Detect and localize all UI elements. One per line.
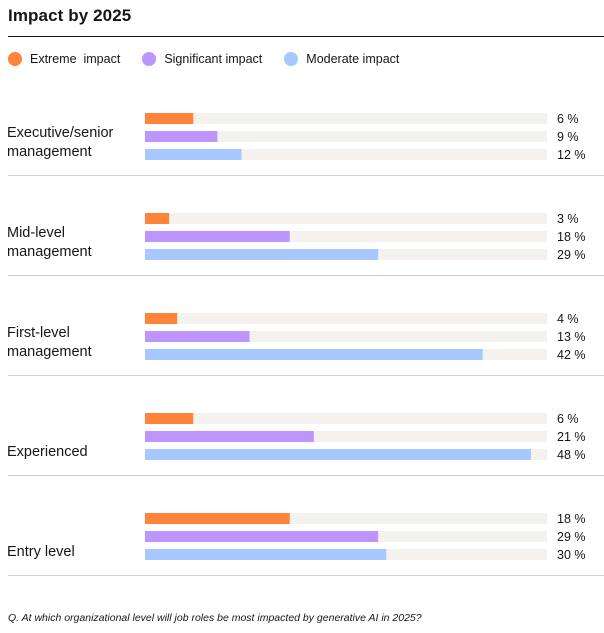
title-divider [8, 36, 604, 37]
chart-title: Impact by 2025 [8, 6, 132, 25]
value-label: 18 % [557, 512, 586, 526]
bar [145, 131, 218, 142]
legend-item-extreme: Extreme impact [8, 52, 120, 66]
bar [145, 313, 178, 324]
legend: Extreme impact Significant impact Modera… [8, 50, 421, 68]
footnote: Q. At which organizational level will jo… [8, 612, 422, 624]
legend-swatch-moderate [284, 52, 299, 66]
bar [145, 513, 290, 524]
group-divider [8, 575, 604, 576]
legend-label-significant: Significant impact [164, 52, 263, 66]
bar-track [145, 331, 547, 342]
bar-track [145, 431, 547, 442]
value-label: 4 % [557, 312, 579, 326]
bar [145, 531, 379, 542]
category-label: management [7, 144, 92, 160]
value-label: 42 % [557, 348, 586, 362]
bar [145, 149, 242, 160]
value-label: 6 % [557, 112, 579, 126]
value-label: 9 % [557, 130, 579, 144]
group-divider [8, 175, 604, 176]
bar [145, 449, 531, 460]
bar-track [145, 413, 547, 424]
legend-label-moderate: Moderate impact [306, 52, 400, 66]
value-label: 48 % [557, 448, 586, 462]
bar [145, 249, 379, 260]
category-label: management [7, 344, 92, 360]
category-label: Executive/senior [7, 125, 114, 141]
value-label: 12 % [557, 148, 586, 162]
bar [145, 331, 250, 342]
bar-track [145, 113, 547, 124]
group-divider [8, 375, 604, 376]
category-label: Mid-level [7, 225, 65, 241]
bar-track [145, 131, 547, 142]
value-label: 18 % [557, 230, 586, 244]
bar-track [145, 213, 547, 224]
group-divider [8, 275, 604, 276]
value-label: 29 % [557, 530, 586, 544]
bar-track [145, 149, 547, 160]
legend-item-moderate: Moderate impact [284, 52, 399, 66]
value-label: 29 % [557, 248, 586, 262]
legend-label-extreme: Extreme impact [30, 52, 121, 66]
bar [145, 231, 290, 242]
legend-swatch-significant [142, 52, 157, 66]
group-divider [8, 475, 604, 476]
bar [145, 213, 170, 224]
category-label: Experienced [7, 444, 88, 460]
legend-swatch-extreme [8, 52, 22, 66]
bar [145, 349, 483, 360]
category-label: First-level [7, 325, 70, 341]
value-label: 13 % [557, 330, 586, 344]
value-label: 21 % [557, 430, 586, 444]
bar-chart: Executive/senior management 6 % 9 % 12 % Mid-… [7, 112, 604, 576]
bar [145, 431, 314, 442]
bar-track [145, 231, 547, 242]
legend-item-significant: Significant impact [142, 52, 262, 66]
value-label: 30 % [557, 548, 586, 562]
bar [145, 413, 194, 424]
value-label: 3 % [557, 212, 579, 226]
bar-track [145, 513, 547, 524]
bar [145, 113, 194, 124]
bar-track [145, 313, 547, 324]
category-label: management [7, 244, 92, 260]
value-label: 6 % [557, 412, 579, 426]
bar [145, 549, 387, 560]
category-label: Entry level [7, 544, 75, 560]
